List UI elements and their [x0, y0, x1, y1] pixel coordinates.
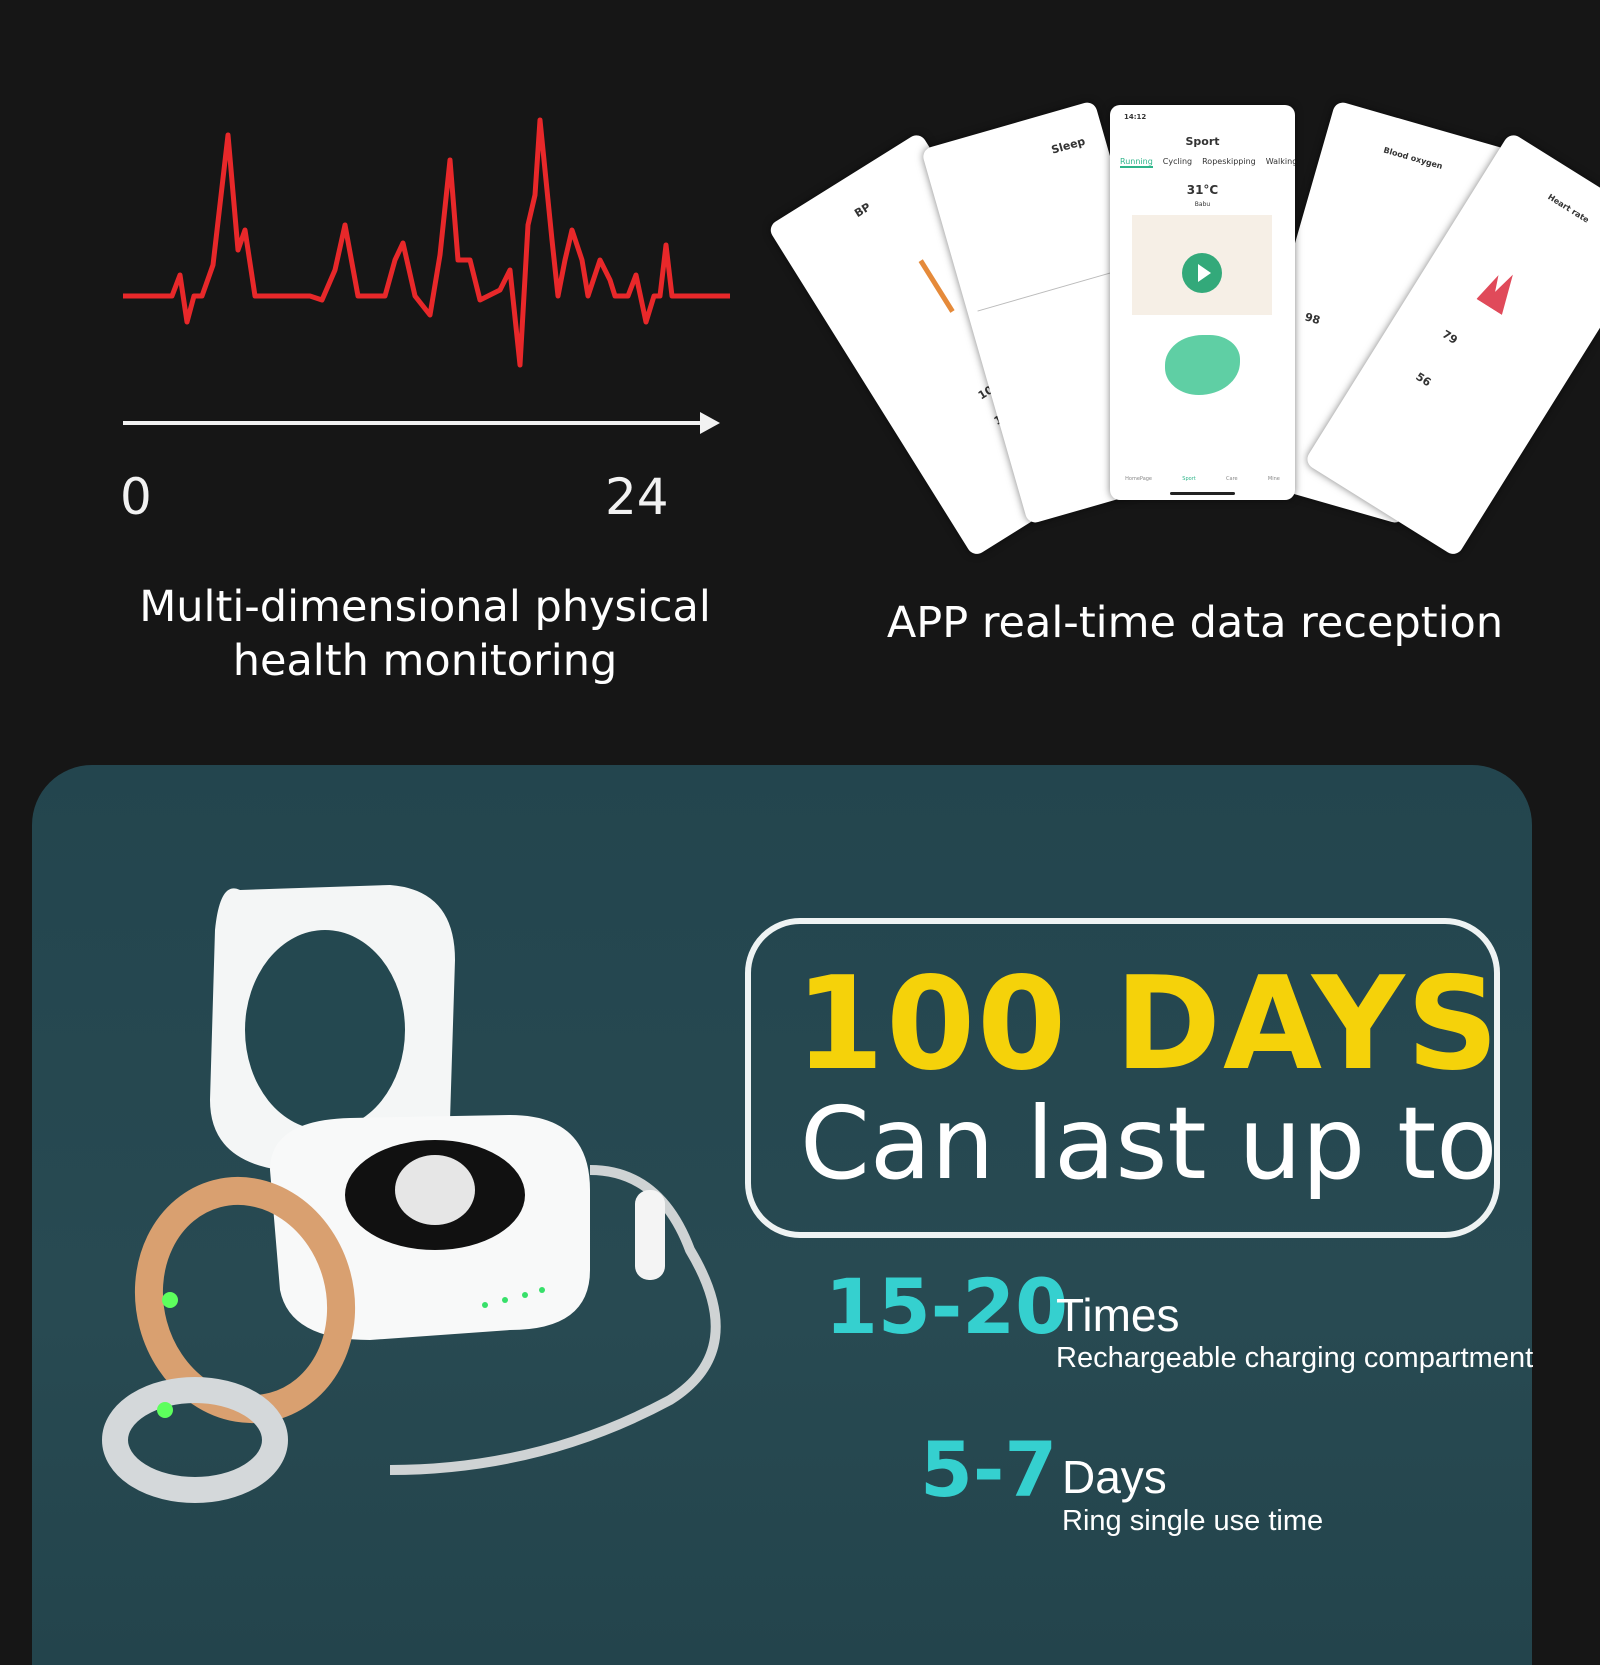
ecg-heartbeat-graphic [123, 117, 730, 434]
cord-connector [635, 1190, 665, 1280]
axis-end-label: 24 [605, 468, 669, 526]
hr-value: 56 [1413, 370, 1434, 390]
axis-arrow-icon [700, 412, 720, 434]
axis-start-label: 0 [120, 468, 152, 526]
weather-location: Babu [1194, 201, 1211, 208]
app-caption: APP real-time data reception [886, 598, 1504, 648]
charging-case-and-rings-photo [102, 885, 721, 1503]
route-map-icon [1165, 335, 1240, 395]
headline-subtitle: Can last up to [800, 1085, 1498, 1202]
caption-line-2: health monitoring [232, 636, 618, 686]
phone-title: Sleep [1049, 134, 1087, 157]
weather-temperature: 31°C [1186, 183, 1219, 197]
spo2-value: 98 [1303, 310, 1322, 328]
battery-callout-box [745, 918, 1500, 1238]
nav-homepage: HomePage [1125, 476, 1153, 482]
chart-line [977, 266, 1132, 312]
tab-ropeskipping: Ropeskipping [1202, 157, 1256, 166]
silver-ring [102, 1377, 288, 1503]
headline-100-days: 100 DAYS [795, 950, 1501, 1099]
health-monitoring-caption: Multi-dimensional physical health monito… [80, 580, 770, 688]
bottom-nav: HomePage Sport Care Mine [1110, 476, 1295, 482]
hr-value: 79 [1439, 327, 1460, 347]
sport-tabs: Running Cycling Ropeskipping Walking [1120, 157, 1295, 168]
tab-running: Running [1120, 157, 1153, 168]
stat-ring-days-unit: Days [1062, 1451, 1167, 1503]
tab-walking: Walking [1265, 157, 1295, 166]
phone-title: Sport [1185, 135, 1220, 148]
phone-title: BP [852, 200, 874, 221]
home-indicator [1170, 492, 1235, 495]
phone-title: Blood oxygen [1382, 145, 1444, 172]
bp-bar [918, 259, 955, 313]
caption-line-1: Multi-dimensional physical [139, 582, 711, 632]
phone-sport-screen: 14:12 Sport Running Cycling Ropeskipping… [1110, 105, 1295, 500]
phone-title: Heart rate [1546, 192, 1591, 225]
ecg-line [123, 117, 730, 368]
play-icon [1182, 253, 1222, 293]
stat-ring-days-description: Ring single use time [1062, 1505, 1324, 1537]
ring-sensor-led [162, 1292, 178, 1308]
nav-care: Care [1226, 476, 1238, 482]
nav-sport: Sport [1182, 476, 1196, 482]
charging-post [395, 1155, 475, 1225]
status-time: 14:12 [1124, 113, 1147, 121]
stat-charge-times-unit: Times [1056, 1289, 1180, 1341]
stat-charge-times-number: 15-20 [825, 1262, 1069, 1351]
heart-rate-chart [1476, 265, 1523, 315]
stat-ring-days-number: 5-7 [920, 1425, 1058, 1514]
battery-indicator-leds [482, 1287, 545, 1308]
lid-window [245, 930, 405, 1130]
ring-sensor-led [157, 1402, 173, 1418]
nav-mine: Mine [1267, 476, 1280, 482]
stat-charge-times-description: Rechargeable charging compartment [1056, 1342, 1534, 1374]
tab-cycling: Cycling [1162, 157, 1193, 166]
